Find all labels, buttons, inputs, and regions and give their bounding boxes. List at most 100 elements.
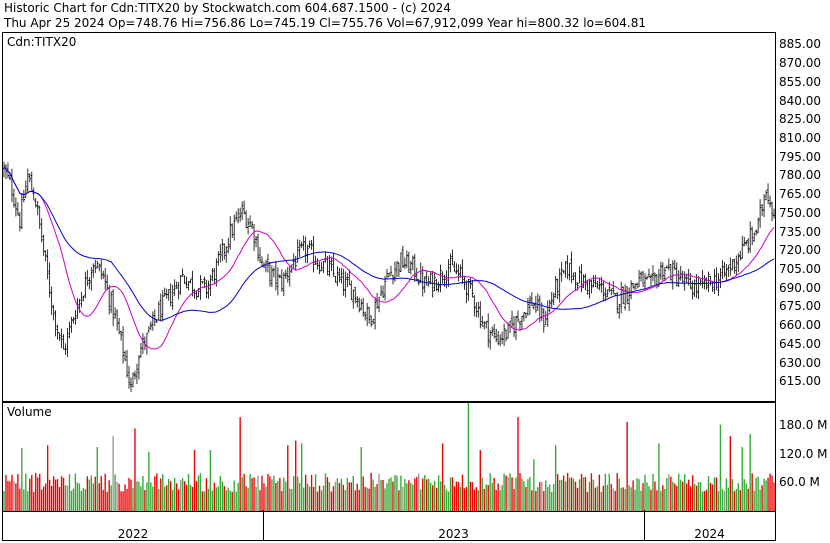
volume-bar: [392, 481, 394, 511]
volume-bar: [549, 484, 551, 511]
volume-bar: [636, 478, 638, 511]
volume-bar: [207, 488, 210, 511]
price-bar-up: [592, 275, 595, 288]
quote-summary: Thu Apr 25 2024 Op=748.76 Hi=756.86 Lo=7…: [4, 16, 647, 30]
price-bar-down: [451, 249, 454, 266]
volume-bar: [195, 481, 198, 511]
price-bar-up: [717, 273, 720, 297]
volume-bar: [201, 491, 204, 511]
volume-bar: [233, 480, 235, 511]
price-bar-up: [167, 289, 170, 301]
volume-panel-label: Volume: [7, 405, 52, 419]
price-bar-down: [524, 312, 528, 319]
volume-bar: [612, 488, 614, 511]
price-bar-up: [618, 303, 621, 319]
price-tick-label: 855.00: [779, 74, 821, 89]
price-bar-up: [663, 267, 667, 282]
volume-bar: [197, 475, 200, 511]
price-bar-up: [490, 326, 494, 336]
volume-bar: [11, 474, 13, 511]
volume-bar: [291, 489, 293, 511]
price-bar-up: [598, 277, 601, 291]
volume-bar: [646, 482, 648, 511]
price-bar-down: [362, 297, 365, 317]
volume-bar: [380, 479, 382, 511]
volume-bar: [112, 435, 114, 511]
volume-bar: [134, 428, 136, 511]
volume-bar: [7, 480, 9, 511]
price-bar-up: [181, 268, 184, 277]
volume-bar: [354, 490, 356, 511]
price-bar-up: [725, 263, 728, 281]
volume-bar: [578, 479, 581, 511]
volume-bar: [164, 486, 166, 511]
price-bar-up: [298, 240, 301, 258]
volume-bar: [408, 480, 410, 511]
volume-bar: [771, 475, 773, 511]
price-bar-down: [695, 274, 698, 298]
price-bar-up: [145, 332, 149, 355]
price-bar-up: [743, 236, 746, 247]
volume-bar: [537, 486, 539, 511]
price-bar-up: [389, 265, 393, 276]
price-bar-up: [109, 291, 113, 314]
volume-bar: [519, 473, 521, 511]
volume-bar: [697, 482, 700, 511]
volume-bar: [17, 473, 19, 511]
volume-bar: [42, 486, 45, 511]
price-bar-down: [113, 307, 117, 319]
price-tick-label: 630.00: [779, 355, 821, 370]
volume-bar: [558, 480, 561, 511]
price-bar-down: [375, 293, 379, 309]
price-bar-down: [183, 275, 186, 284]
price-tick-label: 645.00: [779, 336, 821, 351]
volume-bar: [374, 486, 376, 511]
price-bar-up: [439, 264, 442, 293]
volume-bar: [715, 477, 718, 511]
volume-bar: [324, 473, 327, 511]
price-bar-down: [213, 268, 216, 284]
volume-bar: [310, 474, 313, 511]
volume-bar: [261, 475, 263, 511]
volume-bar: [426, 479, 428, 511]
volume-bar: [94, 476, 96, 511]
volume-bar: [414, 478, 416, 511]
volume-bar: [662, 485, 664, 511]
volume-bar: [600, 491, 603, 511]
volume-bar: [249, 474, 251, 511]
price-bar-up: [72, 316, 75, 324]
price-tick-label: 765.00: [779, 187, 821, 202]
price-bar-down: [127, 365, 131, 389]
volume-bar: [576, 487, 579, 511]
volume-bar: [74, 473, 77, 511]
volume-bar: [624, 489, 626, 511]
price-bar-down: [768, 195, 772, 208]
volume-bar: [368, 488, 370, 511]
volume-bar: [146, 482, 148, 511]
volume-bar: [642, 483, 644, 511]
volume-bar: [451, 477, 454, 511]
volume-bar: [302, 487, 305, 511]
volume-bar: [37, 477, 39, 511]
price-bar-down: [621, 286, 625, 305]
volume-bar: [424, 475, 426, 511]
price-bar-up: [548, 299, 551, 313]
volume-bar: [557, 474, 559, 511]
volume-bar: [364, 486, 366, 511]
volume-bar: [360, 447, 362, 511]
volume-bar: [713, 477, 716, 511]
volume-bar: [92, 483, 94, 511]
price-bar-up: [26, 168, 30, 194]
volume-bar: [594, 487, 597, 511]
price-bar-up: [447, 259, 450, 287]
price-bar-down: [647, 268, 651, 278]
volume-bar: [551, 491, 553, 511]
volume-bar: [757, 476, 759, 511]
price-bar-up: [526, 297, 530, 317]
volume-bar: [402, 486, 404, 511]
price-bar-up: [290, 264, 293, 273]
price-tick-label: 705.00: [779, 262, 821, 277]
volume-bar: [564, 481, 567, 511]
volume-bar: [170, 481, 172, 511]
volume-bar: [300, 443, 303, 511]
